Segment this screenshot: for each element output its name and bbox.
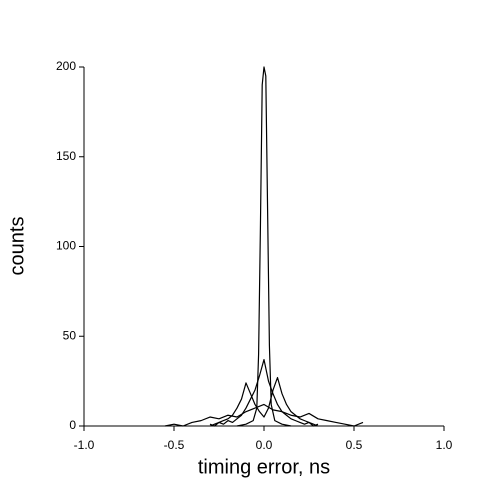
x-tick-label: 1.0 (436, 438, 453, 452)
y-tick-label: 150 (56, 149, 76, 163)
y-axis-title: counts (6, 217, 28, 276)
x-tick-label: 0.0 (256, 438, 273, 452)
x-axis-title: timing error, ns (198, 456, 330, 478)
y-tick-label: 0 (69, 418, 76, 432)
x-tick-label: 0.5 (346, 438, 363, 452)
line (164, 403, 364, 427)
x-tick-label: -1.0 (74, 438, 95, 452)
line (236, 66, 292, 427)
line (209, 376, 319, 427)
x-tick-label: -0.5 (164, 438, 185, 452)
y-tick-label: 200 (56, 59, 76, 73)
line (209, 358, 319, 427)
y-tick-label: 50 (63, 328, 77, 342)
y-tick-label: 100 (56, 239, 76, 253)
